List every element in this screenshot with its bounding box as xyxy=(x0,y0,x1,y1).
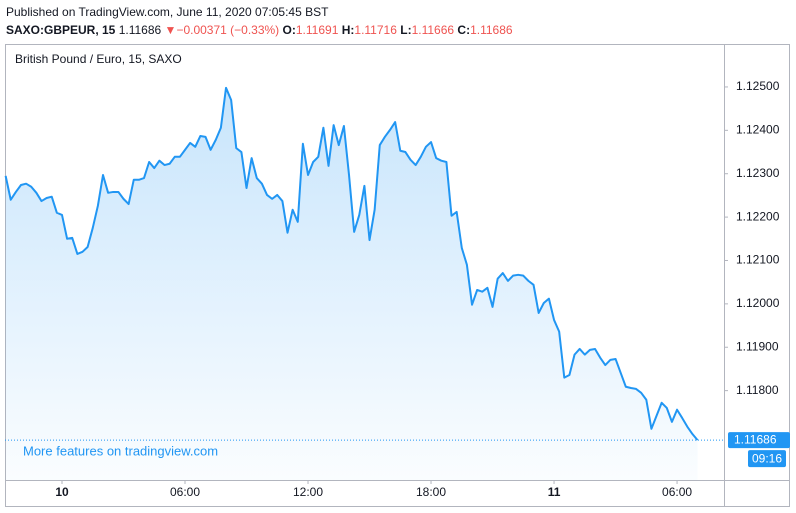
ohlc-label: L: xyxy=(400,23,412,37)
x-tick-label: 11 xyxy=(548,485,561,499)
last: 1.11686 xyxy=(118,23,162,37)
x-tick-label: 06:00 xyxy=(170,485,200,499)
change: −0.00371 (−0.33%) xyxy=(176,23,280,37)
y-tick-label: 1.11900 xyxy=(736,339,779,353)
ohlc-value: 1.11691 xyxy=(295,23,339,37)
ohlc-label: H: xyxy=(341,23,355,37)
y-tick-label: 1.12500 xyxy=(736,79,780,93)
last-price-label: 1.11686 xyxy=(734,432,777,446)
x-tick-label: 18:00 xyxy=(416,485,446,499)
y-tick-label: 1.12400 xyxy=(736,123,780,137)
x-tick-label: 10 xyxy=(55,485,69,499)
chart-title: British Pound / Euro, 15, SAXO xyxy=(15,52,182,66)
watermark: More features on tradingview.com xyxy=(23,443,218,458)
y-tick-label: 1.12200 xyxy=(736,209,780,223)
header: Published on TradingView.com, June 11, 2… xyxy=(6,3,513,39)
price-line xyxy=(4,86,699,441)
chart-frame xyxy=(5,44,790,507)
last-price-box xyxy=(728,432,790,449)
area-fill xyxy=(5,87,698,480)
ohlc-value: 1.11716 xyxy=(354,23,397,37)
countdown: 09:16 xyxy=(752,451,782,465)
quote-line: SAXO:GBPEUR, 15 1.11686 ▼−0.00371 (−0.33… xyxy=(6,21,513,39)
y-tick-label: 1.12000 xyxy=(736,296,780,310)
ohlc-value: 1.11666 xyxy=(411,23,455,37)
y-tick-label: 1.12100 xyxy=(736,253,780,267)
ohlc-value: 1.11686 xyxy=(470,23,513,37)
symbol: SAXO:GBPEUR, 15 xyxy=(6,23,116,37)
x-tick-label: 06:00 xyxy=(662,485,692,499)
ohlc-label: O: xyxy=(282,23,296,37)
down-arrow: ▼ xyxy=(164,23,177,37)
ohlc-label: C: xyxy=(457,23,471,37)
x-tick-label: 12:00 xyxy=(293,485,323,499)
y-tick-label: 1.11800 xyxy=(736,383,779,397)
plot xyxy=(4,86,699,480)
published-line: Published on TradingView.com, June 11, 2… xyxy=(6,5,329,19)
y-tick-label: 1.12300 xyxy=(736,166,780,180)
countdown-box xyxy=(748,450,786,468)
